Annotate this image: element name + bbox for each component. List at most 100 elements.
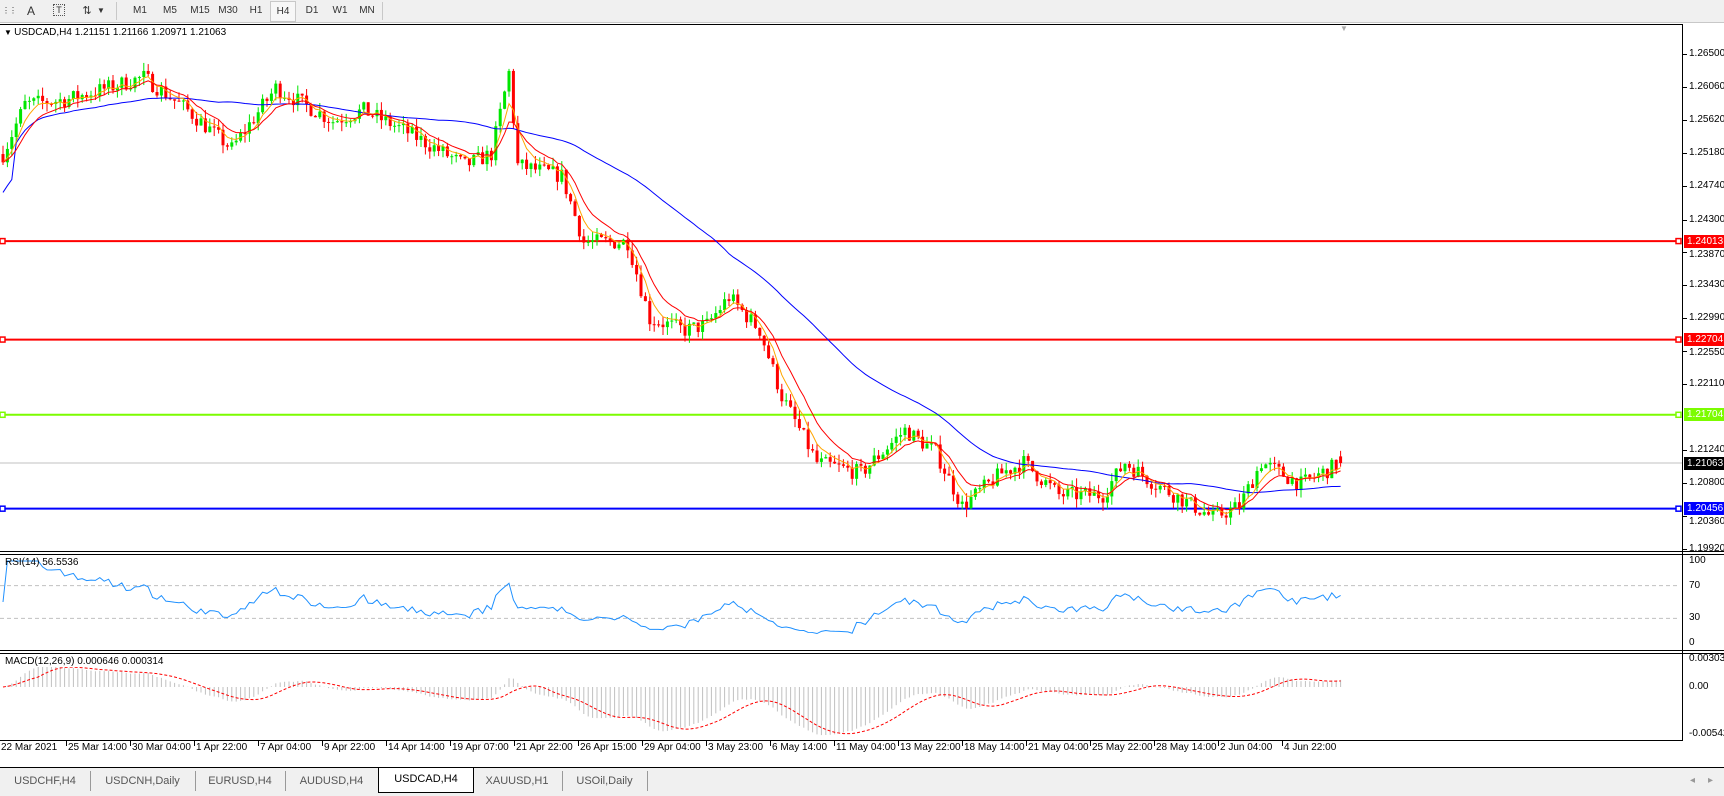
candle-body bbox=[450, 156, 454, 158]
candle-body bbox=[45, 101, 49, 104]
candle-body bbox=[819, 458, 823, 462]
candle-body bbox=[806, 429, 810, 450]
grid-icon[interactable]: ⋮⋮ bbox=[2, 6, 17, 15]
candle-body bbox=[230, 142, 234, 147]
line-handle-icon[interactable] bbox=[1675, 411, 1682, 419]
line-handle-icon[interactable] bbox=[0, 237, 6, 245]
candle-body bbox=[181, 100, 185, 102]
date-tick-mark bbox=[1218, 741, 1219, 746]
candle-body bbox=[322, 111, 326, 122]
tab-usdchf-h4[interactable]: USDCHF,H4 bbox=[0, 771, 91, 791]
candle-body bbox=[1132, 467, 1136, 477]
timeframe-h1[interactable]: H1 bbox=[249, 5, 263, 16]
timeframe-w1[interactable]: W1 bbox=[332, 5, 348, 16]
candle-body bbox=[1158, 485, 1162, 490]
candle-body bbox=[256, 112, 260, 124]
candle-body bbox=[146, 70, 150, 74]
timeframe-mn[interactable]: MN bbox=[359, 5, 375, 16]
candle-body bbox=[679, 319, 683, 326]
timeframe-m30[interactable]: M30 bbox=[218, 5, 238, 16]
candle-body bbox=[441, 146, 445, 152]
candle-body bbox=[261, 98, 265, 113]
tab-usoil-daily[interactable]: USOil,Daily bbox=[562, 771, 648, 791]
candle-body bbox=[657, 324, 661, 326]
tab-scroll-right-icon[interactable]: ▸ bbox=[1708, 775, 1714, 786]
candle-body bbox=[736, 294, 740, 305]
candle-body bbox=[608, 238, 612, 242]
line-handle-icon[interactable] bbox=[0, 411, 6, 419]
price-line-tag: 1.21704 bbox=[1684, 408, 1724, 422]
text-label-icon[interactable]: T bbox=[52, 3, 66, 19]
timeframe-m5[interactable]: M5 bbox=[163, 5, 177, 16]
candle-body bbox=[467, 158, 471, 166]
price-tick-mark bbox=[1683, 284, 1687, 286]
date-tick-mark bbox=[898, 741, 899, 746]
shift-marker-icon[interactable]: ▼ bbox=[1340, 24, 1348, 33]
candle-body bbox=[837, 463, 841, 465]
date-label: 25 May 22:00 bbox=[1092, 742, 1153, 753]
candle-body bbox=[591, 240, 595, 242]
candle-body bbox=[1317, 473, 1321, 478]
price-tick-mark bbox=[1683, 153, 1687, 155]
chart-plot[interactable] bbox=[0, 0, 1682, 795]
candle-body bbox=[1079, 491, 1083, 500]
timeframe-d1[interactable]: D1 bbox=[305, 5, 319, 16]
candle-body bbox=[564, 169, 568, 195]
candle-body bbox=[1198, 512, 1202, 515]
price-tick-mark bbox=[1683, 351, 1687, 353]
timeframe-h4[interactable]: H4 bbox=[270, 1, 296, 22]
candle-body bbox=[784, 400, 788, 402]
candle-body bbox=[520, 159, 524, 164]
tab-eurusd-h4[interactable]: EURUSD,H4 bbox=[195, 771, 286, 791]
arrows-icon[interactable]: ⇅ bbox=[82, 5, 92, 17]
candle-body bbox=[802, 428, 806, 430]
candle-body bbox=[313, 115, 317, 118]
chart-header-text: USDCAD,H4 1.21151 1.21166 1.20971 1.2106… bbox=[14, 27, 227, 38]
candle-body bbox=[32, 98, 36, 101]
price-line-tag: 1.22704 bbox=[1684, 333, 1724, 347]
line-handle-icon[interactable] bbox=[1675, 505, 1682, 512]
candle-body bbox=[916, 430, 920, 437]
tab-audusd-h4[interactable]: AUDUSD,H4 bbox=[285, 771, 379, 791]
current-price-tag: 1.21063 bbox=[1684, 456, 1724, 470]
line-handle-icon[interactable] bbox=[1675, 336, 1682, 343]
tab-usdcad-h4[interactable]: USDCAD,H4 bbox=[378, 768, 474, 793]
candle-body bbox=[274, 83, 278, 94]
line-handle-icon[interactable] bbox=[0, 505, 6, 512]
chart-window[interactable] bbox=[0, 24, 1682, 741]
candle-body bbox=[472, 154, 476, 166]
candle-body bbox=[903, 427, 907, 436]
line-handle-icon[interactable] bbox=[0, 336, 6, 343]
timeframe-m15[interactable]: M15 bbox=[190, 5, 210, 16]
candle-body bbox=[943, 468, 947, 474]
dropdown-icon[interactable]: ▼ bbox=[97, 6, 105, 15]
date-tick-mark bbox=[514, 741, 515, 746]
chart-tabs: USDCHF,H4 USDCNH,Daily EURUSD,H4 AUDUSD,H4 U… bbox=[0, 767, 1724, 796]
candle-body bbox=[1334, 459, 1338, 471]
line-handle-icon[interactable] bbox=[1675, 237, 1682, 245]
candle-body bbox=[159, 86, 163, 96]
candle-body bbox=[1242, 493, 1246, 509]
tab-xauusd-h1[interactable]: XAUUSD,H1 bbox=[472, 771, 563, 791]
text-a-icon[interactable]: A bbox=[26, 4, 35, 18]
candle-body bbox=[190, 109, 194, 119]
price-tick-label: 1.19920 bbox=[1689, 543, 1724, 554]
date-label: 22 Mar 2021 bbox=[1, 742, 58, 753]
candle-body bbox=[630, 250, 634, 265]
tab-usdcnh-daily[interactable]: USDCNH,Daily bbox=[90, 771, 196, 791]
timeframe-m1[interactable]: M1 bbox=[133, 5, 147, 16]
collapse-triangle-icon[interactable]: ▼ bbox=[4, 28, 15, 37]
tab-scroll-left-icon[interactable]: ◂ bbox=[1690, 775, 1696, 786]
date-tick-mark bbox=[770, 741, 771, 746]
candle-body bbox=[1255, 470, 1259, 488]
rsi-line bbox=[2, 560, 1341, 635]
candle-body bbox=[234, 140, 238, 143]
date-label: 9 Apr 22:00 bbox=[324, 742, 376, 753]
candle-body bbox=[811, 449, 815, 451]
price-tick-label: 1.25180 bbox=[1689, 147, 1724, 159]
candle-body bbox=[899, 435, 903, 437]
candle-body bbox=[969, 496, 973, 509]
candle-body bbox=[1035, 471, 1039, 482]
candle-body bbox=[525, 159, 529, 169]
candle-body bbox=[1163, 485, 1167, 487]
